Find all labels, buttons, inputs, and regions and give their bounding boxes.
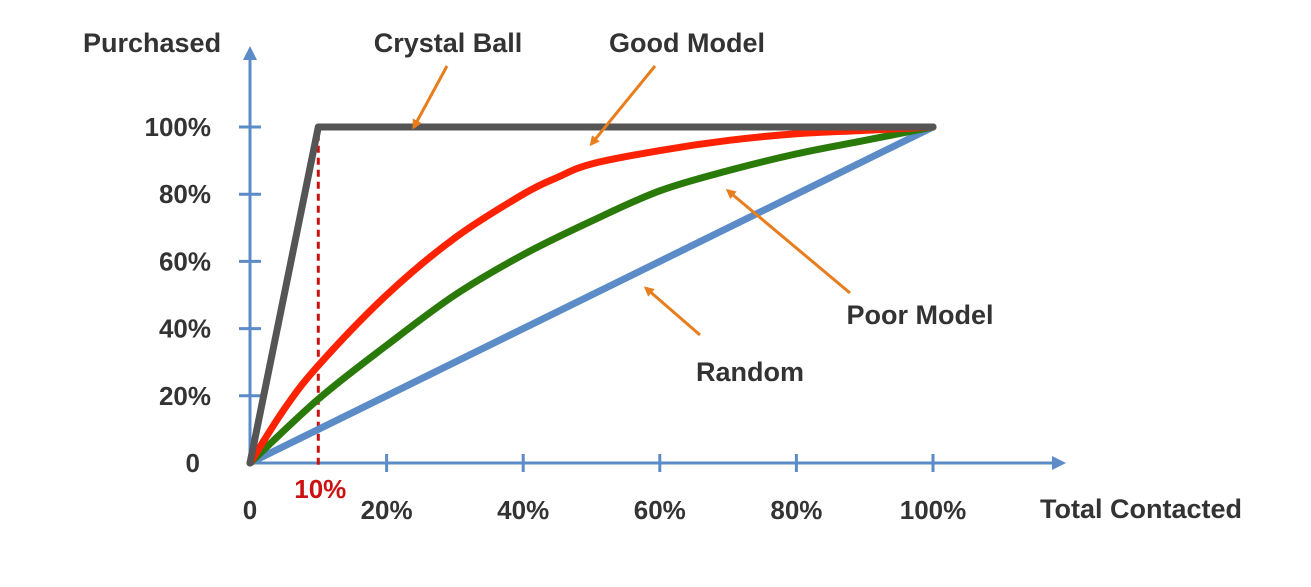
series-line-random: [246, 123, 937, 467]
y-tick-label: 0: [186, 448, 200, 478]
annotation-good-model: Good Model: [609, 28, 765, 58]
ten-percent-marker: 10%: [294, 133, 346, 504]
annotation-arrow-good-model: [589, 65, 657, 147]
y-tick-label: 60%: [159, 246, 211, 276]
x-axis-arrowhead: [1052, 456, 1066, 470]
x-tick-label: 40%: [497, 495, 549, 525]
annotation-poor-model: Poor Model: [847, 300, 994, 330]
y-tick-label: 80%: [159, 179, 211, 209]
x-axis-title: Total Contacted: [1040, 494, 1242, 524]
annotation-arrow-crystal-ball: [412, 65, 449, 130]
annotation-crystal-ball: Crystal Ball: [374, 28, 523, 58]
y-tick-label: 20%: [159, 381, 211, 411]
y-tick-label: 40%: [159, 314, 211, 344]
y-axis-arrowhead: [243, 46, 257, 60]
annotation-arrow-poor-model: [725, 188, 851, 295]
series-lines: [246, 123, 937, 467]
marker-label: 10%: [294, 474, 346, 504]
series-line-poor-model: [246, 123, 937, 467]
y-tick-label: 100%: [145, 112, 212, 142]
series-line-good-model: [246, 123, 937, 467]
x-tick-label: 20%: [361, 495, 413, 525]
y-axis-title: Purchased: [83, 28, 221, 58]
annotation-arrow-random: [643, 286, 701, 337]
x-tick-label: 0: [243, 495, 257, 525]
annotation-random: Random: [696, 357, 804, 387]
ticks: 0 20% 40% 60% 80% 100% 0 20% 40% 60% 80% 100%: [145, 112, 967, 525]
x-tick-label: 100%: [900, 495, 967, 525]
series-line-crystal-ball: [246, 123, 937, 467]
x-tick-label: 60%: [634, 495, 686, 525]
x-tick-label: 80%: [770, 495, 822, 525]
annotations: Crystal Ball Good Model Poor Model Random: [374, 28, 994, 387]
